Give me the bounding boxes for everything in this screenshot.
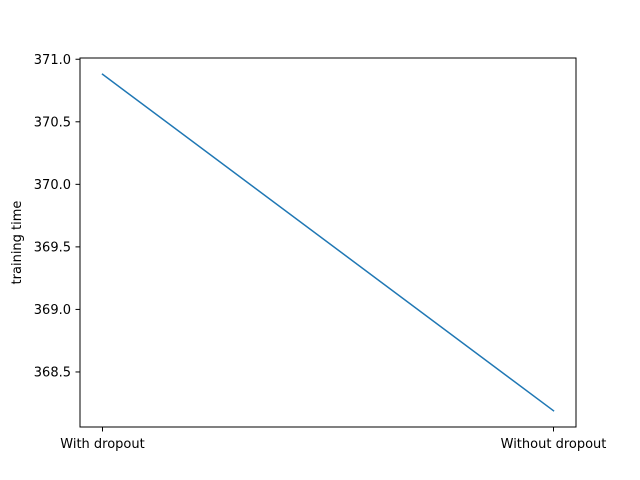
y-axis: 368.5 369.0 369.5 370.0 370.5 371.0 xyxy=(34,53,80,380)
y-tick-label: 371.0 xyxy=(34,53,71,68)
y-tick-label: 368.5 xyxy=(34,365,71,380)
y-tick-label: 369.5 xyxy=(34,240,71,255)
plot-frame xyxy=(79,57,577,428)
series-line xyxy=(101,73,555,412)
x-tick-label: Without dropout xyxy=(501,437,607,452)
y-tick-label: 369.0 xyxy=(34,303,71,318)
series-layer xyxy=(101,73,555,412)
y-tick-label: 370.0 xyxy=(34,178,71,193)
y-tick-label: 370.5 xyxy=(34,115,71,130)
x-tick-label: With dropout xyxy=(60,437,144,452)
x-axis: With dropout Without dropout xyxy=(60,427,606,452)
y-axis-label: training time xyxy=(10,201,25,285)
